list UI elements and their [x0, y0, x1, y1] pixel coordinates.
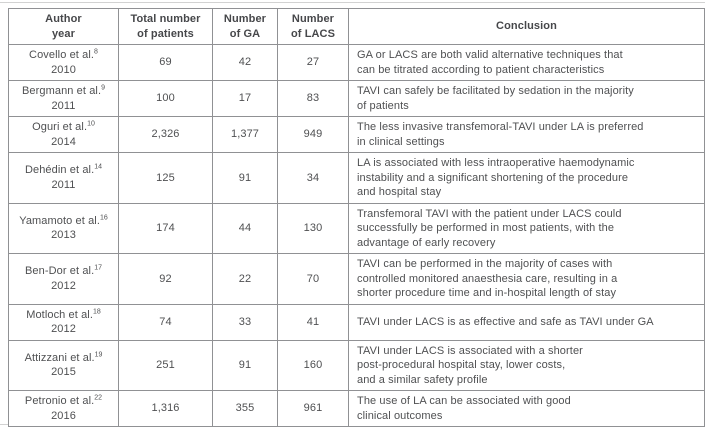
study-year: 2012 — [51, 323, 76, 335]
reference-superscript: 22 — [94, 394, 103, 402]
author-name: Bergmann et al. — [21, 85, 102, 97]
author-year-cell: Dehédin et al.14 2011 — [8, 152, 119, 204]
total-patients-cell: 69 — [118, 44, 213, 81]
table-body: Covello et al.8 2010 69 42 27 GA or LACS … — [8, 44, 705, 427]
author-name: Dehédin et al. — [24, 164, 95, 177]
table-header: Author year Total number of patients Num… — [8, 8, 705, 45]
table-row: Dehédin et al.14 2011 125 91 34 LA is ass… — [8, 152, 705, 204]
number-lacs-cell: 949 — [277, 116, 349, 153]
author-year-cell: Attizzani et al.19 2015 — [8, 339, 119, 391]
number-ga-cell: 33 — [212, 303, 278, 341]
table-row: Covello et al.8 2010 69 42 27 GA or LACS … — [8, 44, 705, 81]
author-year-cell: Bergmann et al.9 2011 — [8, 80, 119, 117]
number-lacs-cell: 41 — [277, 303, 349, 341]
column-header-number-ga: Number of GA — [212, 8, 278, 45]
table-row: Petronio et al.22 2016 1,316 355 961 The … — [8, 390, 705, 427]
number-ga-cell: 91 — [212, 339, 278, 391]
page-top-rule — [0, 2, 705, 3]
reference-superscript: 16 — [99, 214, 108, 222]
author-name: Ben-Dor et al. — [24, 265, 95, 278]
study-year: 2011 — [51, 178, 76, 191]
column-header-author-year: Author year — [8, 8, 119, 45]
reference-superscript: 8 — [94, 48, 98, 56]
reference-superscript: 19 — [94, 351, 103, 359]
studies-table: Author year Total number of patients Num… — [8, 8, 705, 427]
number-ga-cell: 91 — [212, 152, 278, 204]
conclusion-cell: TAVI under LACS is associated with a sho… — [348, 339, 705, 391]
study-year: 2015 — [51, 366, 76, 379]
table-row: Ben-Dor et al.17 2012 92 22 70 TAVI can b… — [8, 253, 705, 305]
conclusion-cell: The less invasive transfemoral-TAVI unde… — [348, 116, 705, 153]
author-name: Attizzani et al. — [24, 351, 95, 364]
table-row: Attizzani et al.19 2015 251 91 160 TAVI u… — [8, 339, 705, 391]
conclusion-cell: LA is associated with less intraoperativ… — [348, 152, 705, 204]
table-header-row: Author year Total number of patients Num… — [8, 8, 705, 45]
author-year-cell: Covello et al.8 2010 — [8, 44, 119, 81]
number-ga-cell: 1,377 — [212, 116, 278, 153]
total-patients-cell: 1,316 — [118, 390, 213, 427]
study-year: 2011 — [51, 99, 76, 112]
column-header-total-patients: Total number of patients — [118, 8, 213, 45]
total-patients-cell: 92 — [118, 253, 213, 305]
author-year-cell: Motloch et al.18 2012 — [8, 303, 119, 341]
number-lacs-cell: 961 — [277, 390, 349, 427]
author-name: Oguri et al. — [32, 121, 88, 133]
author-year-cell: Ben-Dor et al.17 2012 — [8, 253, 119, 305]
number-ga-cell: 355 — [212, 390, 278, 427]
study-year: 2016 — [51, 409, 76, 422]
total-patients-cell: 174 — [118, 202, 213, 254]
author-name: Yamamoto et al. — [19, 214, 100, 227]
conclusion-cell: The use of LA can be associated with goo… — [348, 390, 705, 427]
total-patients-cell: 251 — [118, 339, 213, 391]
total-patients-cell: 125 — [118, 152, 213, 204]
author-year-cell: Petronio et al.22 2016 — [8, 390, 119, 427]
study-year: 2013 — [51, 229, 76, 242]
study-year: 2012 — [51, 279, 76, 292]
conclusion-cell: GA or LACS are both valid alternative te… — [348, 44, 705, 81]
number-ga-cell: 22 — [212, 253, 278, 305]
column-header-conclusion: Conclusion — [348, 8, 705, 45]
total-patients-cell: 2,326 — [118, 116, 213, 153]
author-name: Petronio et al. — [24, 395, 95, 407]
table-row: Bergmann et al.9 2011 100 17 83 TAVI can … — [8, 80, 705, 117]
number-lacs-cell: 70 — [277, 253, 349, 305]
author-name: Motloch et al. — [26, 308, 94, 321]
study-year: 2014 — [51, 135, 76, 148]
study-year: 2010 — [51, 63, 76, 76]
author-year-cell: Oguri et al.10 2014 — [8, 116, 119, 153]
number-lacs-cell: 130 — [277, 202, 349, 254]
author-year-cell: Yamamoto et al.16 2013 — [8, 202, 119, 254]
number-ga-cell: 44 — [212, 202, 278, 254]
table-row: Oguri et al.10 2014 2,326 1,377 949 The l… — [8, 116, 705, 153]
table-row: Motloch et al.18 2012 74 33 41 TAVI under… — [8, 303, 705, 341]
column-header-number-lacs: Number of LACS — [277, 8, 349, 45]
reference-superscript: 14 — [94, 163, 103, 171]
total-patients-cell: 100 — [118, 80, 213, 117]
number-ga-cell: 17 — [212, 80, 278, 117]
table-row: Yamamoto et al.16 2013 174 44 130 Transfe… — [8, 202, 705, 254]
number-lacs-cell: 27 — [277, 44, 349, 81]
number-ga-cell: 42 — [212, 44, 278, 81]
reference-superscript: 18 — [93, 307, 101, 315]
conclusion-cell: TAVI under LACS is as effective and safe… — [348, 303, 705, 341]
conclusion-cell: Transfemoral TAVI with the patient under… — [348, 202, 705, 254]
reference-superscript: 17 — [94, 264, 103, 272]
number-lacs-cell: 83 — [277, 80, 349, 117]
reference-superscript: 10 — [87, 120, 95, 128]
author-name: Covello et al. — [29, 49, 95, 61]
number-lacs-cell: 34 — [277, 152, 349, 204]
reference-superscript: 9 — [101, 84, 106, 92]
number-lacs-cell: 160 — [277, 339, 349, 391]
conclusion-cell: TAVI can safely be facilitated by sedati… — [348, 80, 705, 117]
total-patients-cell: 74 — [118, 303, 213, 341]
conclusion-cell: TAVI can be performed in the majority of… — [348, 253, 705, 305]
